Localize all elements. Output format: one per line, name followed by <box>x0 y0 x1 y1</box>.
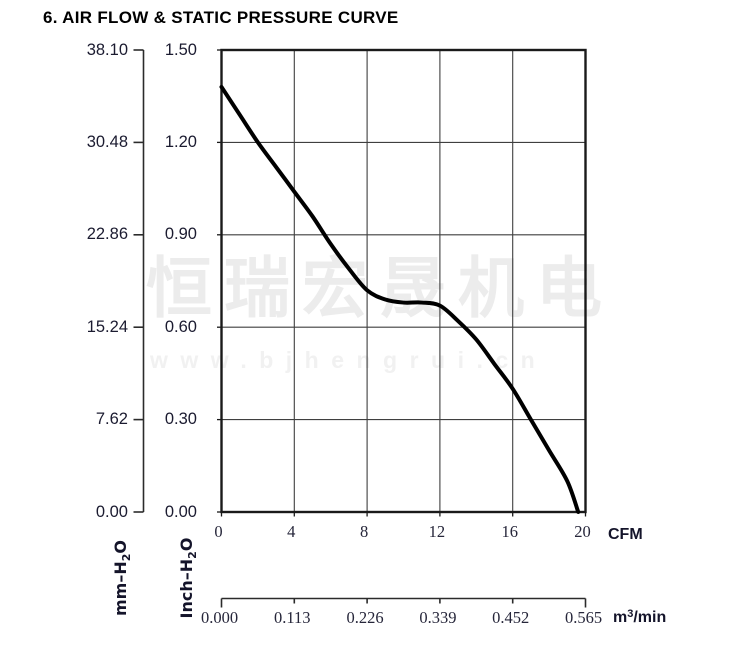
y-axis-label-inch-h2o: Inch–H2O <box>177 508 199 647</box>
mm-label-subscript: 2 <box>120 553 133 562</box>
mm-axis-tick-label: 30.48 <box>86 132 128 151</box>
m3min-unit-prefix: m <box>613 609 628 626</box>
inch-axis-tick-label: 0.90 <box>164 225 197 244</box>
cfm-axis-tick-label: 4 <box>287 522 296 541</box>
cfm-axis-tick-label: 20 <box>574 522 591 541</box>
m3min-unit-suffix: /min <box>633 609 667 626</box>
mm-label-prefix: mm–H <box>111 561 130 616</box>
m3min-axis-tick-label: 0.339 <box>419 607 457 627</box>
cfm-axis-tick-label: 8 <box>359 522 369 541</box>
plot-border <box>220 48 587 514</box>
inch-label-subscript: 2 <box>186 551 199 559</box>
inch-label-prefix: Inch–H <box>177 558 196 619</box>
mm-axis-tick-label: 22.86 <box>86 225 128 244</box>
m3min-axis-tick-label: 0.113 <box>274 607 311 627</box>
m3min-axis-tick-label: 0.226 <box>346 607 384 627</box>
chart-title: 6. AIR FLOW & STATIC PRESSURE CURVE <box>43 8 399 27</box>
m3min-axis-tick-label: 0.452 <box>492 607 530 627</box>
m3min-unit-superscript: 3 <box>627 608 634 620</box>
cfm-axis-tick-label: 0 <box>214 522 223 541</box>
x-axis-unit-cfm: CFM <box>608 526 643 543</box>
inch-axis-tick-label: 1.50 <box>164 40 197 59</box>
mm-axis-tick-label: 0.00 <box>95 502 128 521</box>
static-pressure-curve <box>219 84 581 514</box>
cfm-axis-tick-label: 16 <box>501 522 518 541</box>
mm-axis-tick-label: 15.24 <box>86 317 128 336</box>
mm-label-suffix: O <box>111 540 130 554</box>
cfm-axis-tick-label: 12 <box>428 522 446 541</box>
inch-label-suffix: O <box>177 537 196 552</box>
inch-axis-tick-label: 0.00 <box>164 502 197 521</box>
y-axis-label-mm-h2o: mm–H2O <box>111 508 133 647</box>
m3min-axis-tick-label: 0.565 <box>564 607 603 627</box>
mm-axis-tick-label: 7.62 <box>95 410 128 429</box>
x-axis-unit-m3min: m3/min <box>613 608 666 627</box>
inch-axis-tick-label: 0.60 <box>164 317 197 336</box>
watermark-url-text: www.bjhengrui.cn <box>150 347 548 373</box>
m3min-axis-tick-label: 0.000 <box>200 607 239 627</box>
mm-axis-tick-label: 38.10 <box>86 40 128 59</box>
inch-axis-tick-label: 1.20 <box>164 132 197 151</box>
inch-axis-tick-label: 0.30 <box>164 410 197 429</box>
